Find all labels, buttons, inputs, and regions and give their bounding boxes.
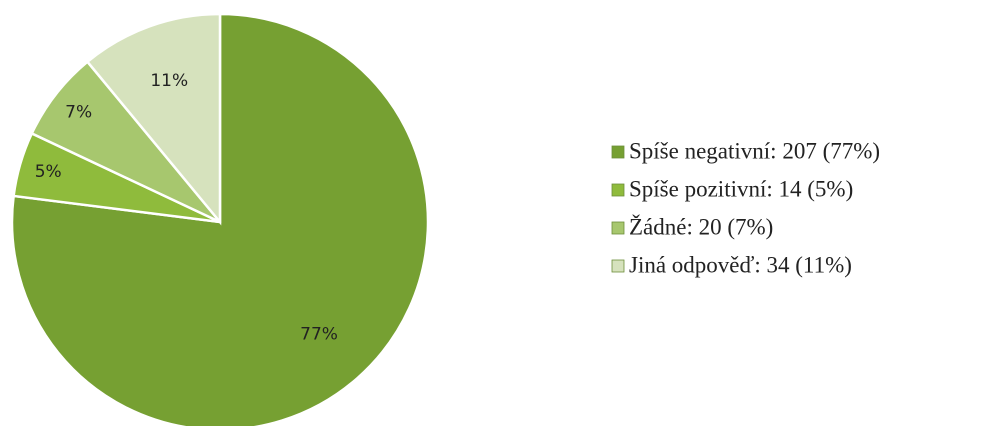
legend-marker: [611, 259, 625, 273]
legend-label: Spíše negativní: 207 (77%): [629, 138, 880, 163]
data-label: 7%: [65, 102, 92, 122]
legend-label: Spíše pozitivní: 14 (5%): [629, 176, 853, 201]
legend-label: Jiná odpověď: 34 (11%): [629, 252, 852, 277]
legend-marker: [611, 183, 625, 197]
legend-marker: [611, 145, 625, 159]
pie-slice: [10, 12, 430, 426]
data-label: 11%: [150, 71, 188, 91]
legend-marker: [611, 221, 625, 235]
data-label: 77%: [300, 324, 338, 344]
pie-slice: [85, 12, 222, 226]
data-label: 5%: [35, 162, 62, 182]
legend-label: Žádné: 20 (7%): [629, 214, 773, 239]
